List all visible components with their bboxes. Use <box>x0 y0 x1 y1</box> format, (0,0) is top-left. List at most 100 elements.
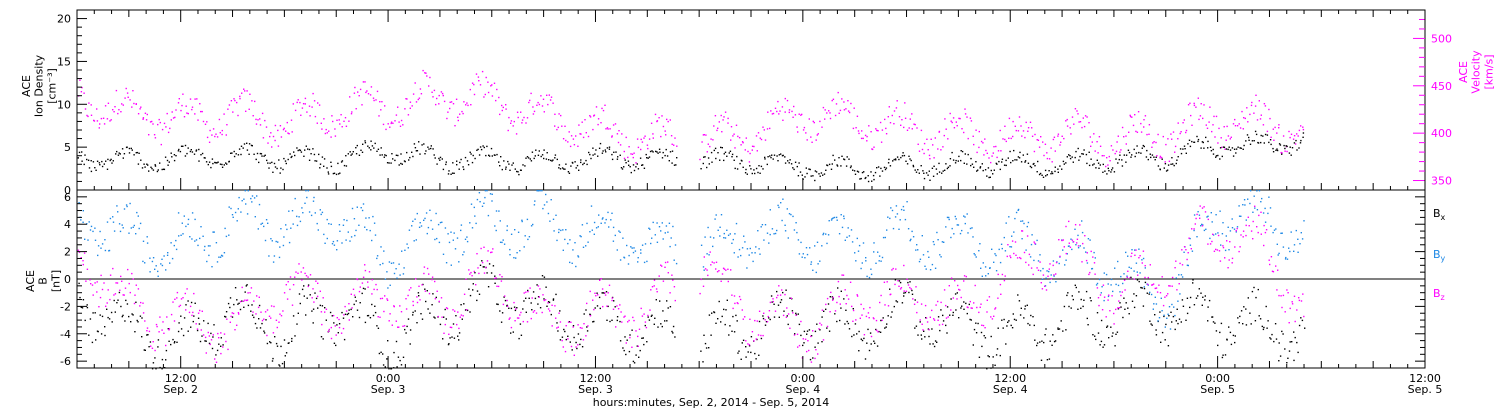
velocity-point <box>911 113 913 115</box>
bx-point <box>1193 304 1196 306</box>
velocity-point <box>763 129 765 131</box>
density-point <box>212 162 214 165</box>
bz-point <box>1053 274 1055 276</box>
by-point <box>524 235 526 237</box>
density-point <box>981 163 983 165</box>
by-point <box>1153 303 1155 305</box>
density-point <box>384 154 386 156</box>
velocity-point <box>569 145 572 148</box>
velocity-point <box>837 91 839 94</box>
velocity-point <box>784 97 786 100</box>
bx-point <box>490 272 493 274</box>
by-point <box>1107 283 1109 285</box>
bx-point <box>126 303 129 305</box>
bx-point <box>972 344 974 346</box>
density-point <box>717 152 719 154</box>
bx-point <box>225 311 228 313</box>
velocity-point <box>318 104 321 106</box>
density-point <box>1062 160 1065 163</box>
density-point <box>935 168 938 170</box>
by-point <box>648 227 650 229</box>
density-point <box>1246 134 1249 136</box>
bz-point <box>165 344 167 347</box>
by-point <box>387 287 389 289</box>
bz-point <box>994 307 997 309</box>
by-point <box>984 266 987 268</box>
bx-point <box>288 342 290 344</box>
by-point <box>231 214 234 216</box>
bz-point <box>388 320 390 322</box>
density-point <box>723 153 725 155</box>
by-point <box>163 255 165 257</box>
bx-point <box>1036 342 1039 344</box>
velocity-point <box>1264 105 1267 107</box>
bx-point <box>1018 300 1021 302</box>
density-point <box>171 156 173 158</box>
bx-point <box>1251 290 1254 293</box>
by-point <box>517 231 520 233</box>
bz-point <box>969 300 971 303</box>
bz-point <box>100 274 102 277</box>
density-point <box>1075 150 1077 153</box>
axis-label-line: [cm⁻³] <box>45 68 58 104</box>
bx-point <box>773 303 775 305</box>
by-point <box>136 211 138 214</box>
density-point <box>702 162 704 165</box>
bz-point <box>959 289 961 291</box>
bz-point <box>465 278 467 280</box>
bx-point <box>136 319 138 322</box>
density-point <box>1013 149 1015 152</box>
velocity-point <box>237 114 239 117</box>
bx-point <box>476 290 479 292</box>
by-point <box>89 229 92 231</box>
bz-point <box>506 299 508 302</box>
bz-point <box>817 353 819 355</box>
by-point <box>1285 256 1287 259</box>
velocity-point <box>1078 121 1080 123</box>
bx-point <box>794 333 796 335</box>
by-point <box>296 224 299 227</box>
density-point <box>1286 145 1288 148</box>
by-point <box>356 206 358 208</box>
bx-point <box>1182 305 1185 307</box>
bz-point <box>1069 246 1072 248</box>
by-point <box>430 219 432 222</box>
bx-point <box>894 279 897 281</box>
bx-point <box>1211 316 1213 318</box>
density-point <box>1146 149 1148 152</box>
by-point <box>593 221 596 224</box>
bx-point <box>1289 341 1291 343</box>
density-point <box>876 167 878 169</box>
bz-point <box>412 300 414 303</box>
bz-point <box>500 280 503 282</box>
by-point <box>1278 252 1280 255</box>
bz-point <box>834 310 837 312</box>
density-point <box>408 159 410 161</box>
bx-point <box>837 287 839 289</box>
density-velocity-panel-frame <box>76 9 1426 191</box>
velocity-point <box>751 149 753 151</box>
velocity-point <box>597 123 599 126</box>
velocity-point <box>748 161 751 163</box>
bx-point <box>468 288 470 290</box>
velocity-point <box>558 113 560 115</box>
bz-point <box>607 292 609 294</box>
by-point <box>416 212 418 215</box>
density-point <box>998 160 1000 163</box>
by-point <box>600 222 602 224</box>
bx-point <box>196 329 199 332</box>
velocity-point <box>233 98 235 100</box>
bz-point <box>1142 250 1145 252</box>
bx-point <box>1207 320 1209 322</box>
by-point <box>831 218 833 220</box>
bx-point <box>839 319 841 322</box>
bx-point <box>1155 329 1157 331</box>
bz-point <box>402 325 404 327</box>
density-point <box>895 159 897 161</box>
by-point <box>1105 273 1108 276</box>
density-point <box>122 157 124 159</box>
velocity-point <box>204 123 207 125</box>
bz-point <box>767 315 769 318</box>
